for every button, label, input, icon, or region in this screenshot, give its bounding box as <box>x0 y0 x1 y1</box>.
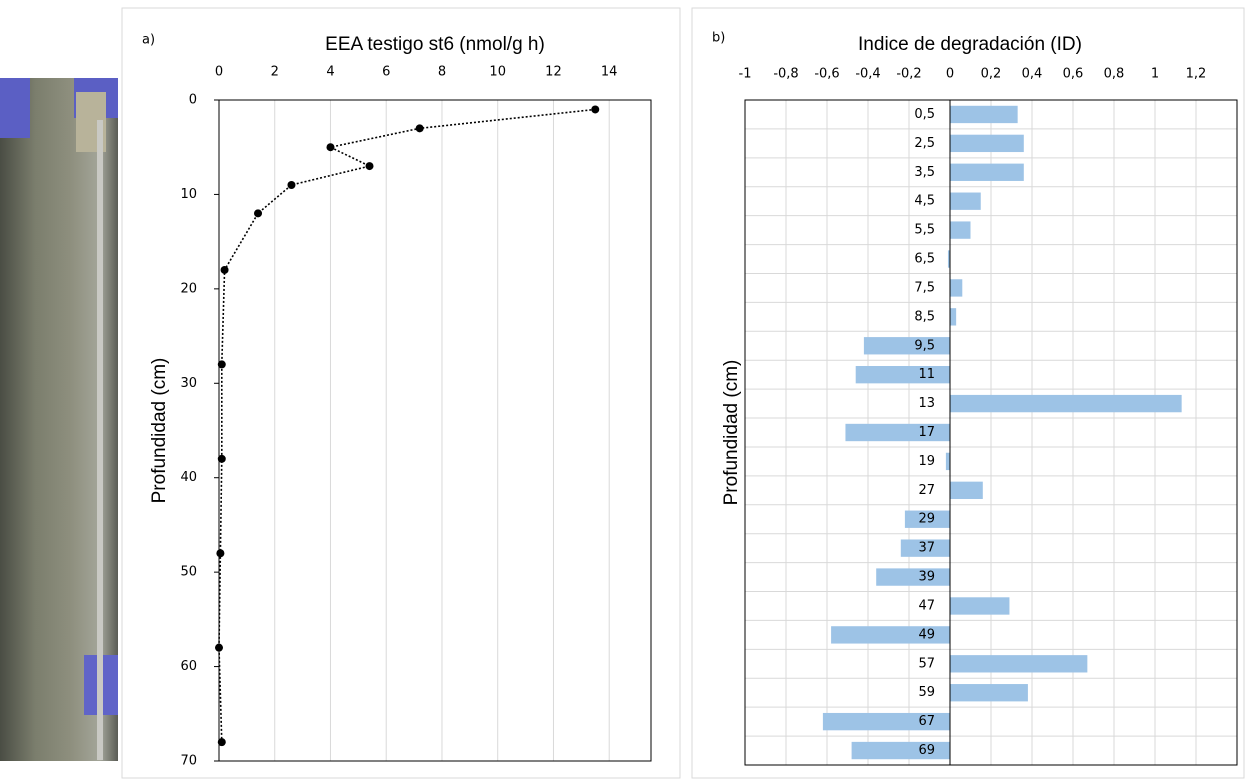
panel-label: b) <box>712 31 725 46</box>
data-point <box>218 360 226 368</box>
x-tick-label: 0 <box>215 65 223 80</box>
data-point <box>416 124 424 132</box>
y-tick-label: 4,5 <box>914 194 935 209</box>
y-tick-label: 7,5 <box>914 280 935 295</box>
x-tick-label: 14 <box>601 65 618 80</box>
bar <box>950 482 983 499</box>
y-tick-label: 70 <box>180 754 197 769</box>
x-tick-label: 1,2 <box>1186 67 1207 82</box>
y-tick-label: 37 <box>918 541 935 556</box>
x-tick-label: 0,6 <box>1063 67 1084 82</box>
y-tick-label: 0 <box>189 93 197 108</box>
data-point <box>287 181 295 189</box>
bar <box>950 135 1024 152</box>
y-axis-title: Profundidad (cm) <box>721 360 742 506</box>
chart-title: EEA testigo st6 (nmol/g h) <box>325 34 545 55</box>
y-tick-label: 50 <box>180 565 197 580</box>
y-tick-label: 57 <box>918 656 935 671</box>
data-point <box>221 266 229 274</box>
bar <box>950 279 962 296</box>
x-tick-label: 8 <box>438 65 446 80</box>
data-point <box>218 455 226 463</box>
bar <box>876 568 950 585</box>
x-tick-label: 2 <box>271 65 279 80</box>
figure: a) EEA testigo st6 (nmol/g h) Profundidad … <box>0 0 1246 781</box>
y-tick-label: 40 <box>180 470 197 485</box>
y-tick-label: 67 <box>918 714 935 729</box>
bar <box>950 164 1024 181</box>
data-point <box>326 143 334 151</box>
core-photo <box>0 78 118 761</box>
panel-a-frame <box>122 8 680 778</box>
y-tick-label: 9,5 <box>914 338 935 353</box>
y-tick-label: 5,5 <box>914 223 935 238</box>
y-tick-label: 39 <box>918 570 935 585</box>
y-tick-label: 17 <box>918 425 935 440</box>
x-tick-label: -0,8 <box>773 67 798 82</box>
bar <box>950 193 981 210</box>
data-line <box>219 109 595 742</box>
y-tick-label: 2,5 <box>914 136 935 151</box>
x-tick-label: -0,6 <box>814 67 839 82</box>
chart-title: Indice de degradación (ID) <box>858 34 1082 55</box>
y-tick-label: 27 <box>918 483 935 498</box>
data-point <box>218 738 226 746</box>
bar <box>946 453 950 470</box>
panel-label: a) <box>142 33 155 48</box>
y-tick-label: 8,5 <box>914 309 935 324</box>
y-tick-label: 6,5 <box>914 252 935 267</box>
data-point <box>215 644 223 652</box>
y-axis-title: Profundidad (cm) <box>149 358 170 504</box>
y-tick-label: 59 <box>918 685 935 700</box>
y-tick-label: 13 <box>918 396 935 411</box>
bar <box>950 684 1028 701</box>
bar <box>950 221 971 238</box>
x-tick-label: -1 <box>739 67 752 82</box>
y-tick-label: 60 <box>180 659 197 674</box>
x-tick-label: 4 <box>326 65 334 80</box>
data-point <box>216 549 224 557</box>
x-tick-label: 12 <box>545 65 562 80</box>
bar <box>950 395 1182 412</box>
bar <box>950 106 1018 123</box>
data-point <box>366 162 374 170</box>
y-tick-label: 19 <box>918 454 935 469</box>
plot-frame <box>219 100 651 761</box>
x-tick-label: 1 <box>1151 67 1159 82</box>
x-tick-label: 0,8 <box>1104 67 1125 82</box>
y-tick-label: 29 <box>918 512 935 527</box>
y-tick-label: 47 <box>918 598 935 613</box>
bar <box>950 597 1009 614</box>
y-tick-label: 69 <box>918 743 935 758</box>
bar <box>950 308 956 325</box>
y-tick-label: 3,5 <box>914 165 935 180</box>
x-tick-label: 10 <box>489 65 506 80</box>
bar <box>856 366 950 383</box>
y-tick-label: 49 <box>918 627 935 642</box>
y-tick-label: 30 <box>180 376 197 391</box>
data-point <box>591 105 599 113</box>
data-point <box>254 209 262 217</box>
y-tick-label: 11 <box>918 367 935 382</box>
y-tick-label: 10 <box>180 187 197 202</box>
x-tick-label: 6 <box>382 65 390 80</box>
x-tick-label: 0,2 <box>981 67 1002 82</box>
bar <box>950 655 1087 672</box>
y-tick-label: 0,5 <box>914 107 935 122</box>
bar <box>864 337 950 354</box>
x-tick-label: 0 <box>946 67 954 82</box>
y-tick-label: 20 <box>180 281 197 296</box>
bar <box>852 742 950 759</box>
x-tick-label: -0,2 <box>896 67 921 82</box>
x-tick-label: -0,4 <box>855 67 880 82</box>
x-tick-label: 0,4 <box>1022 67 1043 82</box>
